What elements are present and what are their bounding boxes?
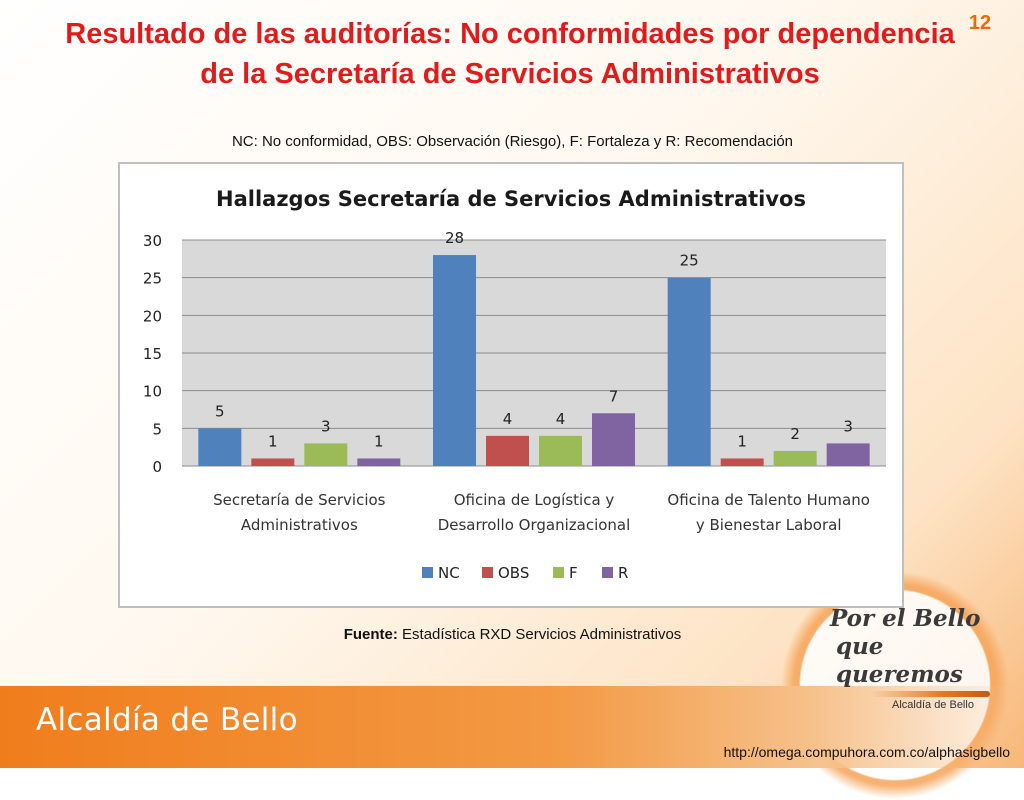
logo-subtitle: Alcaldía de Bello (892, 699, 974, 711)
y-tick-label: 10 (143, 383, 162, 401)
legend-swatch-obs (482, 567, 493, 578)
y-tick-label: 15 (143, 345, 162, 363)
y-tick-label: 5 (152, 420, 162, 438)
chart-frame: Hallazgos Secretaría de Servicios Admini… (118, 162, 904, 608)
category-label: y Bienestar Laboral (696, 516, 842, 534)
data-label: 3 (843, 417, 853, 435)
plot-area: 0 5 10 15 20 25 30 5 1 3 1 Secretaría de Servicios A… (143, 229, 886, 582)
legend-entry: R (618, 564, 628, 582)
bar-f (773, 450, 817, 466)
data-label: 2 (790, 425, 800, 443)
legend-swatch-nc (422, 567, 433, 578)
logo-line-1: Por el Bello (830, 605, 981, 632)
bar-r (592, 413, 635, 466)
bar-chart: Hallazgos Secretaría de Servicios Admini… (143, 187, 886, 582)
data-label: 25 (680, 252, 699, 270)
bar-obs (720, 458, 764, 466)
source-note: Fuente: Estadística RXD Servicios Admini… (120, 626, 905, 643)
data-label: 7 (609, 387, 619, 405)
y-tick-label: 0 (152, 458, 162, 476)
bar-r (357, 458, 401, 466)
data-label: 1 (268, 432, 278, 450)
bar-obs (251, 458, 295, 466)
data-label: 5 (215, 402, 225, 420)
data-label: 3 (321, 417, 331, 435)
bar-nc (667, 277, 711, 466)
bar-nc (433, 255, 476, 466)
chart-title: Hallazgos Secretaría de Servicios Admini… (216, 187, 806, 211)
legend-entry: F (569, 564, 578, 582)
legend-entry: NC (438, 564, 460, 582)
legend-note: NC: No conformidad, OBS: Observación (Ri… (231, 133, 794, 150)
category-label: Secretaría de Servicios (213, 491, 386, 509)
data-label: 1 (374, 432, 384, 450)
y-tick-label: 20 (143, 307, 162, 325)
bar-f (304, 443, 348, 466)
source-label: Fuente: (343, 626, 398, 643)
legend-swatch-f (553, 567, 564, 578)
category-label: Oficina de Talento Humano (667, 491, 870, 509)
logo-swoosh (870, 691, 990, 697)
legend-entry: OBS (498, 564, 529, 582)
bar-r (826, 443, 870, 466)
category-label: Administrativos (241, 516, 358, 534)
data-label: 4 (556, 410, 566, 428)
bottom-band (0, 686, 1024, 768)
data-label: 1 (737, 432, 747, 450)
bar-obs (486, 435, 529, 466)
y-tick-label: 30 (143, 232, 162, 250)
campaign-logo: Por el Bello que queremos Alcaldía de Be… (830, 605, 1000, 711)
data-label: 28 (445, 229, 464, 247)
page-number: 12 (968, 12, 992, 34)
brand-name: Alcaldía de Bello (36, 702, 298, 738)
source-text: Estadística RXD Servicios Administrativo… (402, 626, 682, 643)
legend-swatch-r (602, 567, 613, 578)
bar-nc (198, 428, 242, 466)
category-label: Desarrollo Organizacional (438, 516, 631, 534)
logo-line-2: que queremos (836, 633, 963, 688)
page-title: Resultado de las auditorías: No conformi… (65, 18, 955, 90)
category-label: Oficina de Logística y (454, 491, 615, 509)
bar-f (539, 435, 582, 466)
data-label: 4 (503, 410, 513, 428)
y-tick-label: 25 (143, 270, 162, 288)
footer-url[interactable]: http://omega.compuhora.com.co/alphasigbe… (723, 744, 1010, 760)
